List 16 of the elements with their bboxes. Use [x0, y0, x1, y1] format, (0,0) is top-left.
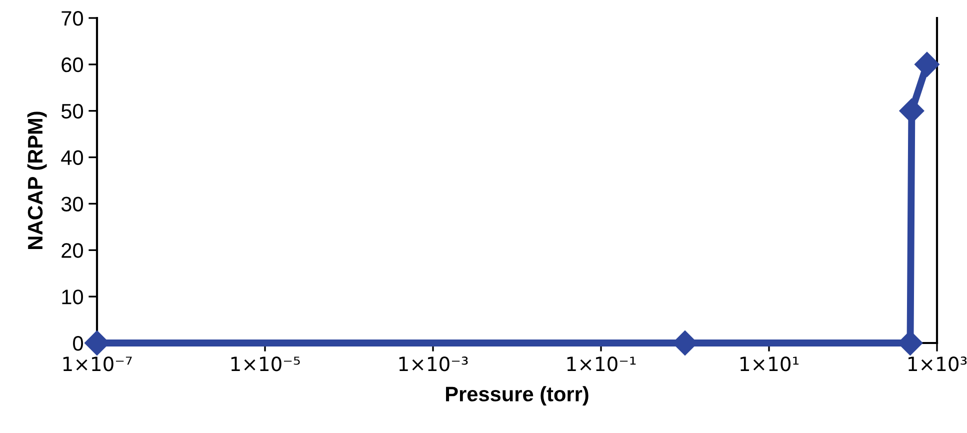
y-tick-label: 20: [62, 243, 83, 258]
x-tick-label: 1×10⁻⁵: [231, 356, 300, 372]
x-tick-label: 1×10⁻³: [399, 356, 468, 372]
x-tick-label: 1×10¹: [740, 356, 799, 372]
y-axis-title: NACAP (RPM): [27, 112, 47, 249]
y-tick-label: 30: [61, 196, 83, 212]
y-tick-label: 40: [61, 150, 83, 166]
x-axis-title: Pressure (torr): [446, 386, 588, 406]
y-tick-label: 50: [61, 104, 83, 119]
y-tick-label: 60: [62, 57, 83, 72]
x-tick-label: 1×10⁻¹: [567, 356, 636, 372]
x-tick-label: 1×10³: [908, 356, 967, 372]
y-tick-label: 70: [62, 11, 83, 26]
x-tick-label: 1×10⁻⁷: [63, 356, 132, 372]
y-tick-label: 0: [73, 336, 83, 351]
y-tick-label: 10: [62, 290, 83, 304]
